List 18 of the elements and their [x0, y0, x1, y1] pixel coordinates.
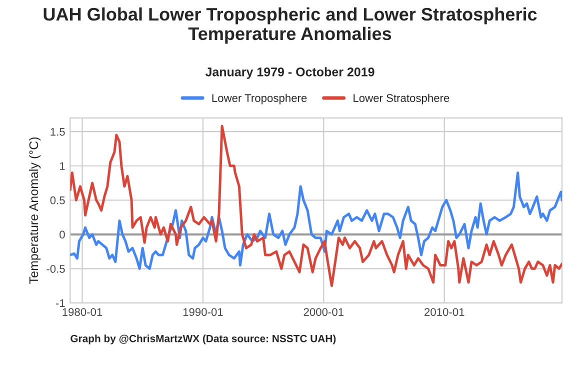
y-tick-label: 0.5: [50, 196, 65, 204]
line-series: [70, 124, 562, 288]
y-tick-label: 0: [60, 230, 65, 239]
y-tick-label: -0.5: [46, 264, 65, 273]
y-tick-label: -1: [56, 299, 65, 307]
y-tick-label: 1: [60, 162, 65, 170]
text: Graph by @ChrisMartzWX (Data source: NSSTC UAH): [70, 334, 336, 344]
legend-label: Lower Stratosphere: [354, 94, 450, 104]
y-tick-label: 1.5: [50, 128, 65, 136]
x-tick-label: 2000-01: [304, 308, 344, 316]
legend-label: Lower Troposphere: [212, 94, 307, 104]
chart-title: UAH Global Lower Tropospheric and Lower Stratospheric Temperature Anomalies: [44, 7, 537, 44]
x-tick-label: 1980-01: [62, 308, 102, 316]
chart-subtitle: January 1979 - October 2019: [205, 67, 374, 79]
line-series: [70, 171, 562, 270]
x-tick-label: 1990-01: [183, 308, 223, 316]
x-tick-label: 2010-01: [424, 308, 464, 316]
y-axis-title: Temperature Anomaly (°C): [28, 137, 41, 284]
